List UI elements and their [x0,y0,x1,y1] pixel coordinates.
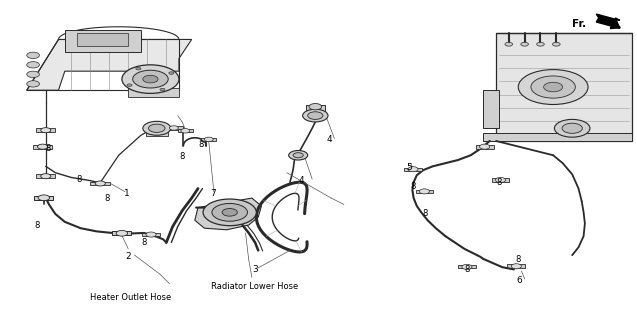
Circle shape [204,137,213,142]
Polygon shape [27,39,192,90]
Bar [34,196,54,200]
Circle shape [293,153,303,158]
Circle shape [408,167,418,172]
Circle shape [38,144,48,149]
Text: 8: 8 [46,144,51,153]
Text: 8: 8 [76,174,82,184]
Circle shape [148,124,165,132]
Bar [201,138,217,141]
Bar [476,145,494,148]
Text: Heater Outlet Hose: Heater Outlet Hose [90,292,171,301]
Circle shape [531,76,575,98]
Circle shape [143,75,158,83]
Circle shape [41,128,51,133]
Bar [306,105,325,111]
Bar [178,129,193,132]
Circle shape [160,88,165,91]
Circle shape [132,70,168,88]
Text: 8: 8 [141,238,147,247]
Circle shape [512,264,522,269]
Circle shape [122,65,179,93]
Circle shape [38,195,50,201]
Text: 8: 8 [198,140,203,148]
Bar [492,178,510,181]
Text: 4: 4 [298,176,304,185]
Bar [165,126,183,130]
Circle shape [181,129,190,133]
Polygon shape [195,198,261,230]
Polygon shape [596,14,620,28]
Bar [65,30,141,52]
Bar [128,88,179,97]
Text: 7: 7 [211,189,217,198]
Circle shape [169,72,174,74]
Text: 8: 8 [104,194,110,203]
Bar [483,90,499,128]
Bar [404,168,422,171]
Text: 8: 8 [515,255,520,264]
Circle shape [462,264,472,269]
Circle shape [127,84,132,86]
Text: 6: 6 [517,276,522,285]
Circle shape [521,42,529,46]
Circle shape [536,42,544,46]
Circle shape [212,204,247,221]
Circle shape [308,112,323,119]
Circle shape [496,178,506,182]
Text: 8: 8 [496,178,501,187]
Circle shape [169,126,178,130]
Circle shape [27,71,39,77]
Circle shape [41,174,51,179]
Text: 8: 8 [179,152,184,161]
Bar [78,33,128,46]
Bar [36,128,55,132]
Circle shape [222,209,238,216]
Bar [415,190,433,193]
Text: 3: 3 [252,265,257,274]
Text: 8: 8 [34,220,39,229]
Bar [142,233,160,236]
Circle shape [552,42,560,46]
Text: 5: 5 [406,164,412,172]
Bar [496,33,633,141]
Circle shape [143,121,171,135]
Circle shape [27,62,39,68]
Bar [36,174,55,178]
Circle shape [96,181,105,186]
Circle shape [554,119,590,137]
Text: 8: 8 [410,182,416,191]
Circle shape [203,199,256,226]
Bar [508,264,526,268]
Circle shape [303,109,328,122]
Bar [483,133,633,141]
Bar [112,231,131,235]
Circle shape [27,52,39,59]
Circle shape [562,123,582,133]
Circle shape [505,42,513,46]
Bar [146,132,168,136]
Circle shape [519,69,588,105]
Circle shape [309,104,322,110]
Text: 8: 8 [422,209,427,219]
Circle shape [480,144,490,149]
Bar [458,265,476,268]
Text: Radiator Lower Hose: Radiator Lower Hose [211,282,298,292]
Circle shape [27,81,39,87]
Bar [90,181,110,185]
Circle shape [419,189,429,194]
Text: 4: 4 [327,135,333,144]
Text: Fr.: Fr. [572,19,586,28]
Circle shape [289,150,308,160]
Text: 8: 8 [464,265,469,274]
Circle shape [136,68,141,70]
Text: 1: 1 [124,189,129,198]
Bar [33,145,52,148]
Circle shape [543,82,562,92]
Circle shape [116,230,127,236]
Circle shape [146,232,156,237]
Text: 2: 2 [125,252,131,261]
